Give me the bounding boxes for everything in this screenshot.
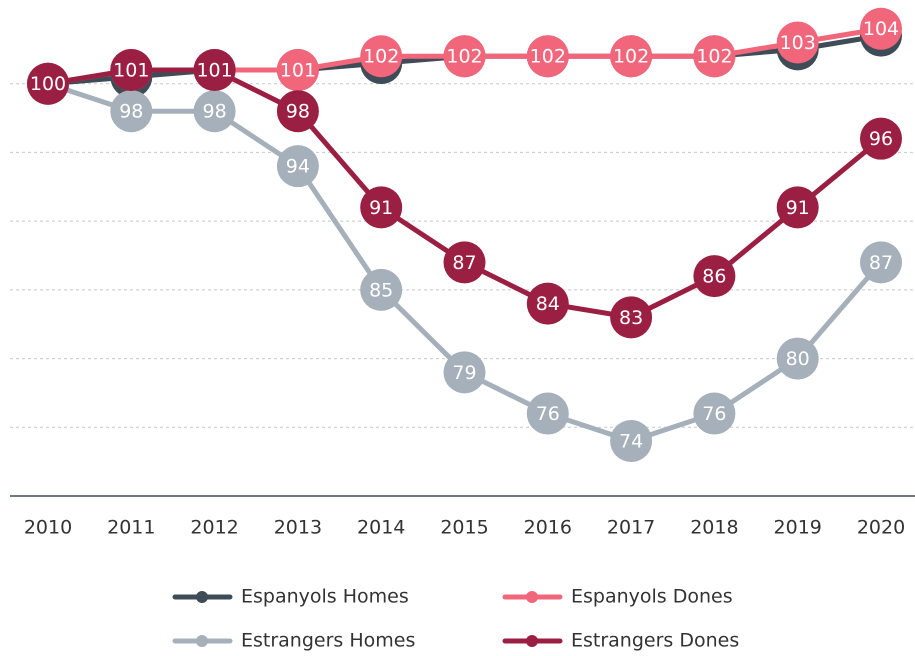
data-label: 87 bbox=[869, 252, 893, 274]
point bbox=[610, 296, 653, 339]
x-tick-label: 2016 bbox=[524, 517, 572, 539]
point bbox=[610, 35, 653, 78]
point bbox=[110, 90, 153, 133]
data-label: 87 bbox=[452, 252, 476, 274]
data-label: 96 bbox=[869, 128, 893, 150]
data-label: 85 bbox=[369, 279, 393, 301]
point bbox=[360, 35, 403, 78]
point bbox=[443, 35, 486, 78]
legend-dot bbox=[196, 635, 208, 647]
point bbox=[193, 90, 236, 133]
data-label: 102 bbox=[530, 46, 566, 68]
legend-dot bbox=[196, 591, 208, 603]
data-label: 94 bbox=[286, 156, 310, 178]
x-tick-label: 2018 bbox=[690, 517, 738, 539]
point bbox=[526, 282, 569, 325]
data-label: 86 bbox=[702, 266, 726, 288]
data-label: 102 bbox=[446, 46, 482, 68]
point bbox=[443, 351, 486, 394]
x-tick-label: 2015 bbox=[440, 517, 488, 539]
point bbox=[276, 145, 319, 188]
data-label: 80 bbox=[786, 348, 810, 370]
x-tick-label: 2019 bbox=[774, 517, 822, 539]
data-label: 102 bbox=[613, 46, 649, 68]
data-label: 102 bbox=[363, 46, 399, 68]
point bbox=[860, 117, 902, 160]
data-label: 79 bbox=[452, 362, 476, 384]
point bbox=[693, 392, 736, 435]
data-label: 101 bbox=[280, 59, 316, 81]
legend-label: Espanyols Homes bbox=[241, 586, 409, 608]
point bbox=[276, 90, 319, 133]
point bbox=[693, 255, 736, 298]
series: 100 101 101 101 102 102 102 102 102 103 104 bbox=[27, 7, 902, 105]
x-tick-label: 2017 bbox=[607, 517, 655, 539]
data-label: 76 bbox=[702, 403, 726, 425]
point bbox=[360, 186, 403, 229]
point bbox=[860, 241, 902, 284]
point bbox=[860, 7, 902, 50]
data-label: 104 bbox=[863, 18, 899, 40]
data-label: 101 bbox=[196, 59, 232, 81]
data-label: 91 bbox=[369, 197, 393, 219]
point bbox=[27, 62, 69, 105]
legend-dot bbox=[526, 591, 538, 603]
data-label: 76 bbox=[536, 403, 560, 425]
point bbox=[526, 35, 569, 78]
data-label: 83 bbox=[619, 307, 643, 329]
data-label: 101 bbox=[113, 59, 149, 81]
point bbox=[776, 186, 819, 229]
point bbox=[360, 268, 403, 311]
point bbox=[110, 48, 153, 91]
x-tick-label: 2020 bbox=[857, 517, 905, 539]
data-label: 74 bbox=[619, 431, 643, 453]
x-tick-label: 2010 bbox=[24, 517, 72, 539]
x-tick-label: 2012 bbox=[190, 517, 238, 539]
point bbox=[776, 337, 819, 380]
point bbox=[193, 48, 236, 91]
data-label: 103 bbox=[780, 32, 816, 54]
x-tick-label: 2014 bbox=[357, 517, 405, 539]
legend-label: Estrangers Homes bbox=[241, 630, 415, 652]
x-tick-label: 2011 bbox=[107, 517, 155, 539]
data-label: 98 bbox=[286, 101, 310, 123]
legend-label: Espanyols Dones bbox=[571, 586, 733, 608]
point bbox=[610, 420, 653, 463]
data-label: 100 bbox=[30, 73, 66, 95]
point bbox=[276, 48, 319, 91]
point bbox=[693, 35, 736, 78]
data-label: 98 bbox=[119, 101, 143, 123]
x-tick-label: 2013 bbox=[274, 517, 322, 539]
data-label: 102 bbox=[696, 46, 732, 68]
series: 100 101 101 98 91 87 84 83 86 91 96 bbox=[27, 48, 902, 339]
data-label: 91 bbox=[786, 197, 810, 219]
point bbox=[776, 21, 819, 64]
data-label: 84 bbox=[536, 293, 560, 315]
point bbox=[443, 241, 486, 284]
point bbox=[526, 392, 569, 435]
data-label: 98 bbox=[203, 101, 227, 123]
legend-dot bbox=[526, 635, 538, 647]
legend-label: Estrangers Dones bbox=[571, 630, 739, 652]
